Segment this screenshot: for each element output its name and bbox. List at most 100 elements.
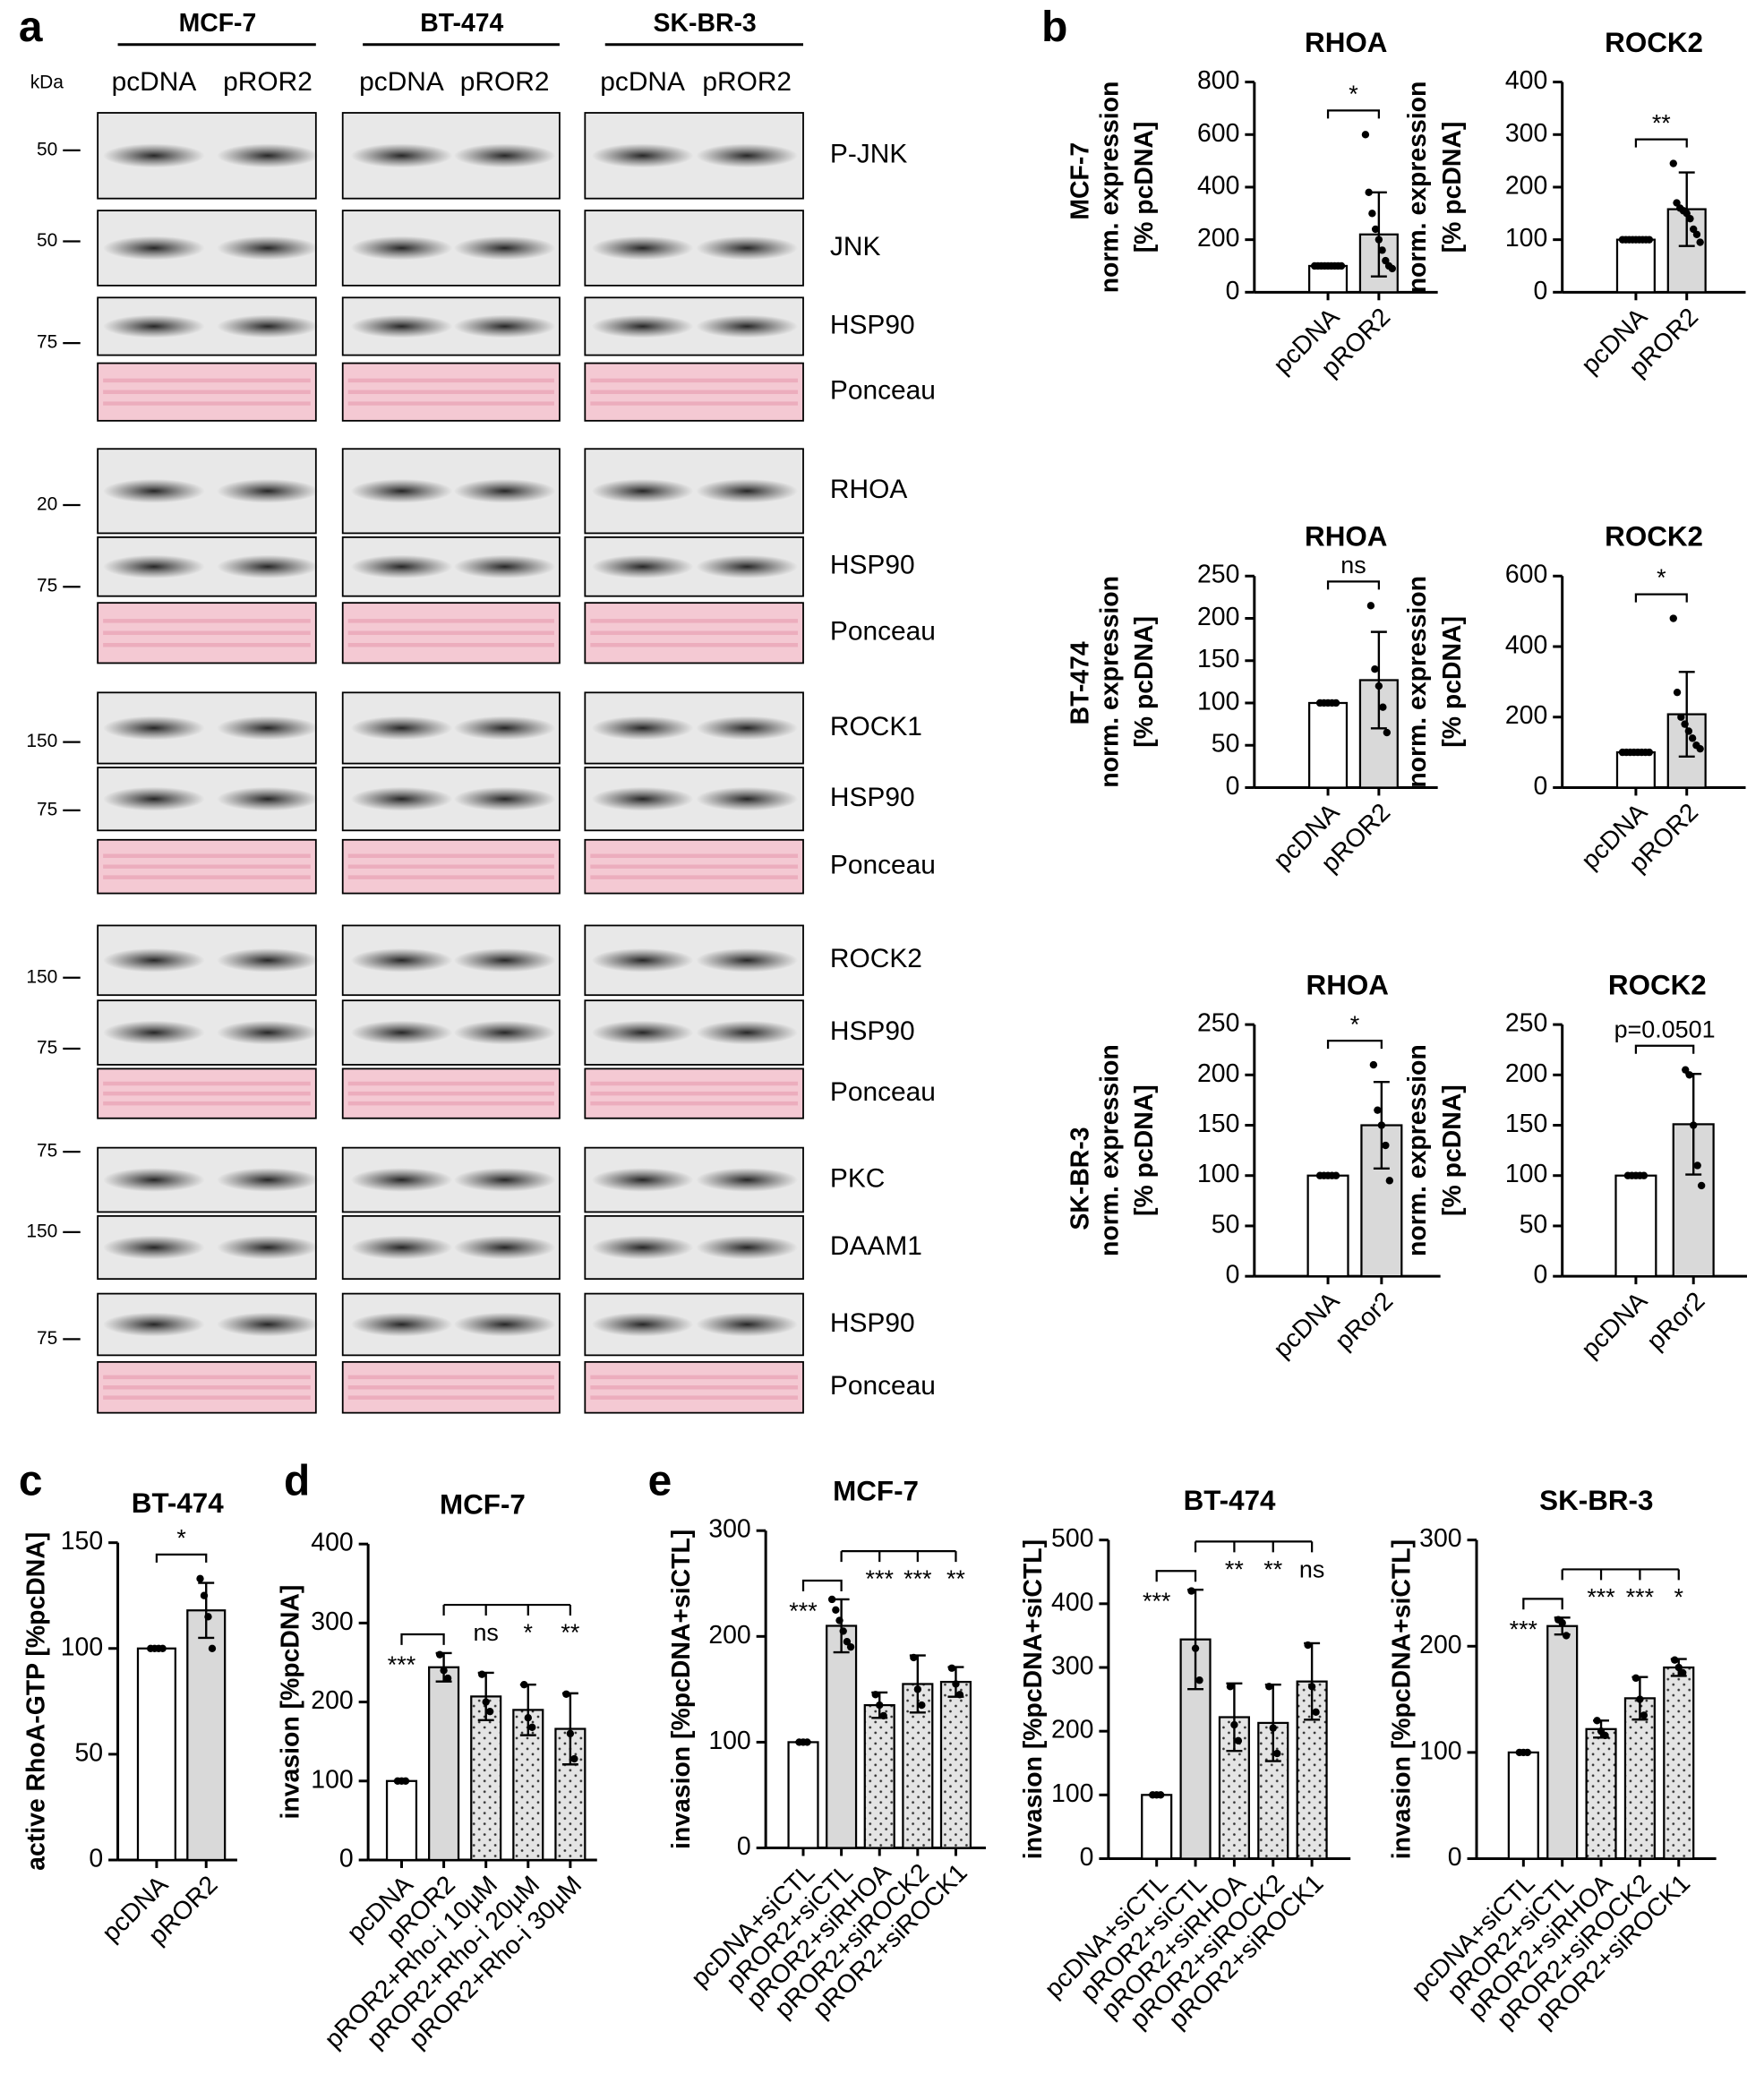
data-point — [918, 1701, 926, 1710]
y-tick-label: 0 — [1533, 277, 1547, 305]
sig-label: * — [1674, 1583, 1684, 1610]
sig-bracket — [1326, 580, 1380, 590]
y-tick-label: 200 — [1505, 701, 1547, 730]
data-point — [1693, 1161, 1701, 1170]
data-point — [524, 1714, 532, 1722]
bar — [136, 1647, 176, 1862]
y-tick-label: 50 — [1212, 1210, 1240, 1239]
row-label: HSP90 — [830, 1308, 915, 1338]
band — [217, 314, 319, 339]
row-label: Ponceau — [830, 1077, 936, 1107]
sig-bracket — [1561, 1568, 1680, 1581]
data-point — [485, 1707, 494, 1716]
band — [696, 716, 799, 741]
size-marker: 75 — [37, 576, 57, 596]
lane-label: pROR2 — [460, 67, 550, 97]
data-point — [435, 1650, 444, 1659]
y-tick-label: 100 — [708, 1727, 750, 1755]
y-tick-label: 200 — [1197, 224, 1239, 253]
data-point — [1371, 665, 1379, 673]
data-point — [1379, 703, 1387, 711]
band — [103, 554, 205, 579]
y-axis-label: [% pcDNA] — [1438, 1084, 1467, 1216]
sig-label: *** — [1510, 1616, 1538, 1642]
band — [103, 1020, 205, 1045]
y-tick-label: 200 — [1419, 1631, 1461, 1659]
data-point — [1337, 261, 1346, 270]
band — [350, 786, 453, 811]
data-point — [1361, 131, 1370, 139]
band — [453, 554, 556, 579]
y-tick-label: 600 — [1505, 561, 1547, 589]
band — [217, 786, 319, 811]
data-point — [1368, 210, 1376, 218]
size-marker: 50 — [37, 230, 57, 251]
band — [696, 947, 799, 973]
data-point — [1681, 720, 1689, 728]
y-tick-label: 300 — [1419, 1524, 1461, 1553]
sig-label: ** — [1263, 1556, 1282, 1582]
band — [591, 1168, 694, 1192]
data-point — [1187, 1587, 1195, 1595]
bar — [1507, 1751, 1539, 1860]
y-tick-label: 0 — [339, 1844, 354, 1873]
sig-bracket — [1634, 593, 1688, 603]
band — [453, 947, 556, 973]
band — [453, 1235, 556, 1260]
band — [453, 786, 556, 811]
data-point — [1265, 1683, 1273, 1691]
band — [217, 1020, 319, 1045]
band — [696, 314, 799, 339]
sig-bracket — [1326, 1040, 1383, 1050]
sig-bracket — [801, 1579, 843, 1592]
row-label: PKC — [830, 1163, 885, 1193]
band — [591, 314, 694, 339]
sig-label: ** — [946, 1565, 965, 1592]
row-label: RHOA — [830, 475, 907, 504]
data-point — [1696, 238, 1704, 246]
sig-label: *** — [1626, 1583, 1655, 1610]
data-point — [208, 1644, 217, 1652]
y-axis-label: [% pcDNA] — [1438, 616, 1467, 748]
cell-line-header: BT-474 — [420, 9, 503, 38]
band — [453, 1168, 556, 1192]
band — [696, 478, 799, 503]
data-point — [1697, 1181, 1706, 1190]
y-tick-label: 100 — [1051, 1779, 1093, 1808]
row-header: SK-BR-3 — [1066, 1127, 1094, 1230]
size-marker: 75 — [37, 332, 57, 353]
band — [591, 1235, 694, 1260]
band — [217, 716, 319, 741]
row-label: ROCK1 — [830, 712, 922, 741]
sig-label: *** — [789, 1598, 818, 1624]
y-axis-label: invasion [%pcDNA+siCTL] — [1387, 1539, 1416, 1859]
sig-label: ns — [1299, 1556, 1324, 1582]
y-tick-label: 0 — [737, 1832, 751, 1861]
cell-line-header: SK-BR-3 — [654, 9, 757, 38]
data-point — [1273, 1749, 1281, 1758]
y-axis-label: [% pcDNA] — [1130, 616, 1159, 748]
bar — [1663, 1666, 1695, 1860]
data-point — [1645, 236, 1654, 244]
band — [350, 554, 453, 579]
chart-title: RHOA — [1305, 27, 1387, 58]
data-point — [846, 1642, 855, 1651]
size-marker: 75 — [37, 1141, 57, 1161]
band — [453, 314, 556, 339]
size-marker: 75 — [37, 799, 57, 819]
y-tick-label: 0 — [1226, 772, 1240, 801]
data-point — [1684, 727, 1693, 735]
data-point — [1677, 713, 1685, 721]
band — [103, 1235, 205, 1260]
chart-title: SK-BR-3 — [1539, 1485, 1653, 1516]
band — [350, 478, 453, 503]
band — [217, 478, 319, 503]
y-axis-label: norm. expression — [1403, 81, 1432, 294]
data-point — [1631, 1674, 1640, 1683]
band — [103, 786, 205, 811]
y-tick-label: 400 — [1051, 1588, 1093, 1616]
y-tick-label: 100 — [61, 1633, 103, 1661]
band — [217, 947, 319, 973]
sig-label: ** — [1225, 1556, 1244, 1582]
